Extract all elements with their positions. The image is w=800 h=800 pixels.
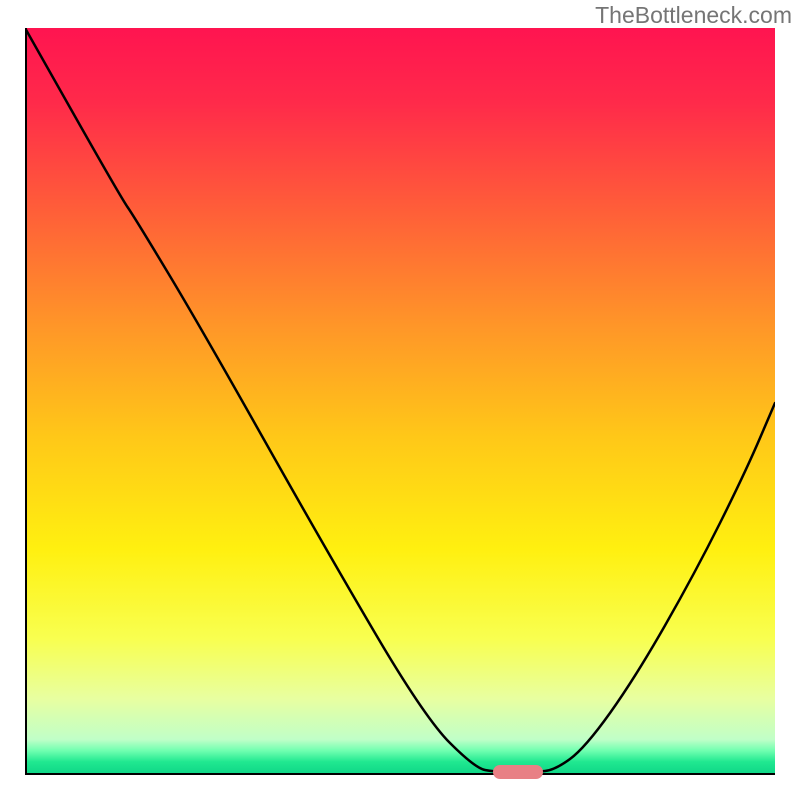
optimal-marker [493,765,543,779]
x-axis [25,773,775,775]
bottleneck-curve [25,28,775,773]
watermark-text: TheBottleneck.com [595,2,792,29]
chart-container [25,28,775,773]
